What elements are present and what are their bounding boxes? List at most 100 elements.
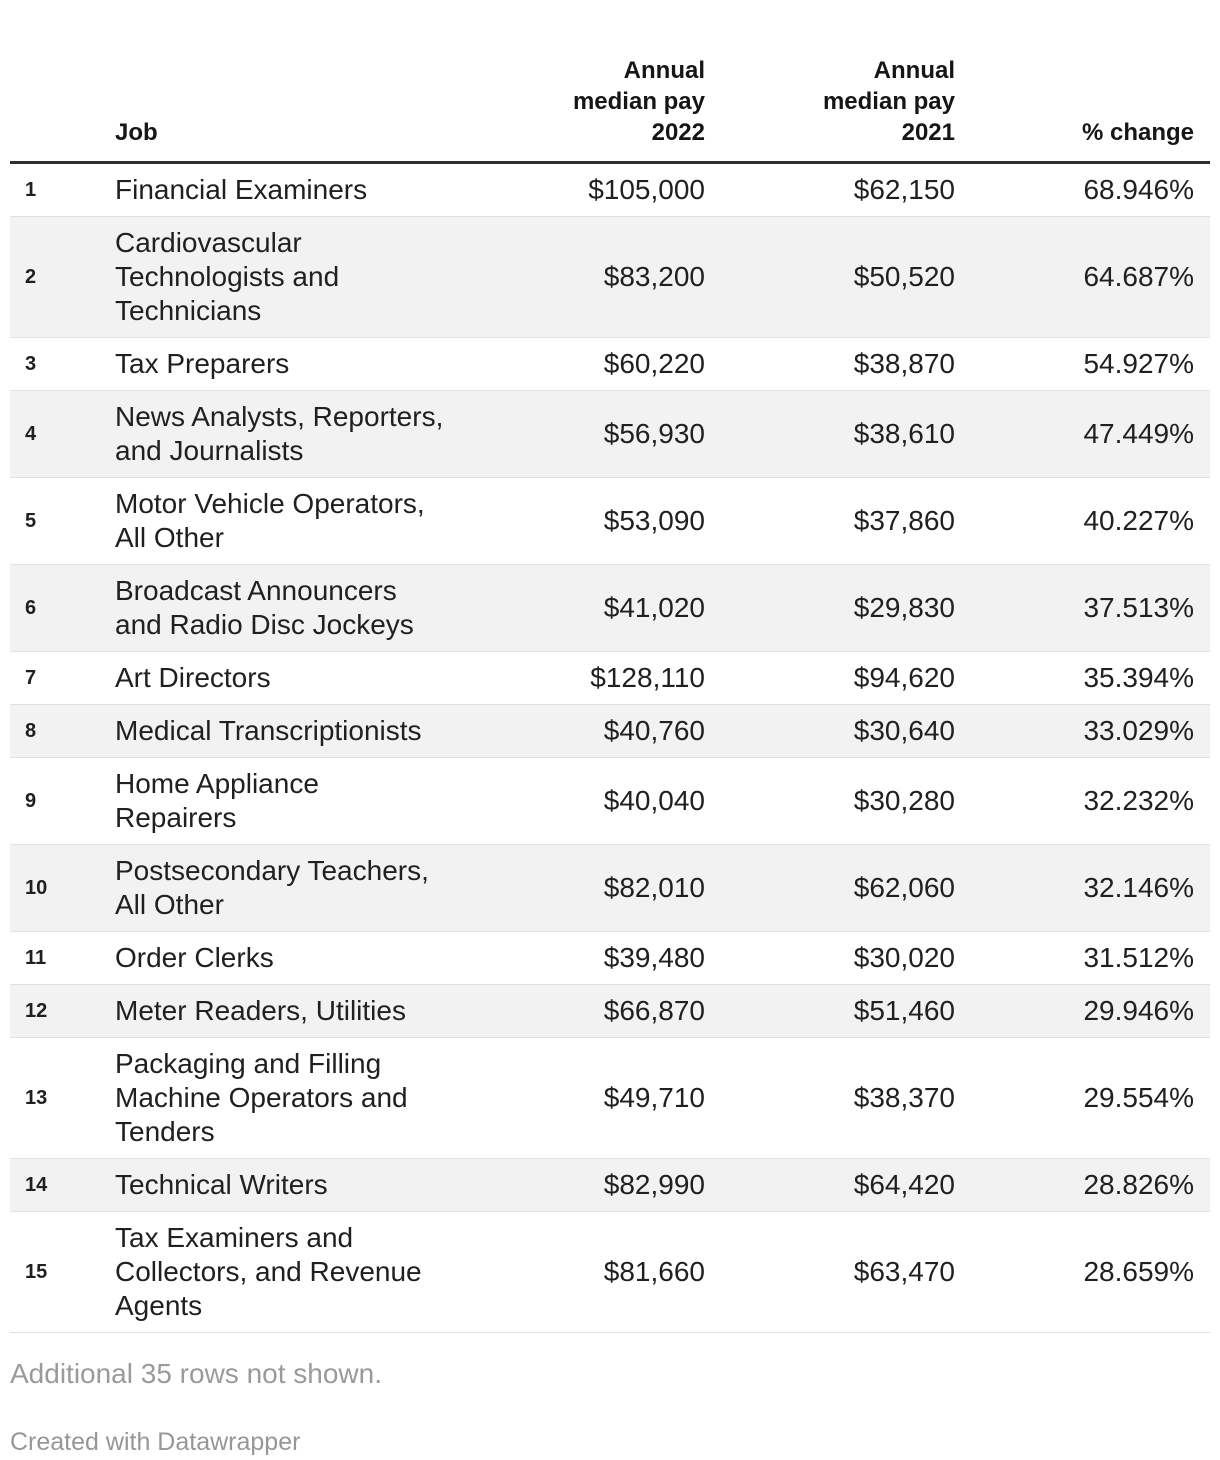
pay-2022-cell: $41,020 <box>480 564 720 652</box>
pay-2022-cell: $105,000 <box>480 162 720 217</box>
pct-change-cell: 47.449% <box>970 390 1210 478</box>
job-cell: Cardiovascular Technologists and Technic… <box>100 216 480 338</box>
job-cell: Technical Writers <box>100 1158 480 1212</box>
column-header-rank <box>10 0 100 164</box>
rank-cell: 13 <box>10 1037 100 1159</box>
job-cell: Order Clerks <box>100 931 480 985</box>
pct-change-cell: 33.029% <box>970 704 1210 758</box>
job-cell: Financial Examiners <box>100 162 480 217</box>
table-row: 5 Motor Vehicle Operators, All Other $53… <box>10 477 1210 565</box>
column-header-pay-2021[interactable]: Annual median pay 2021 <box>720 0 970 164</box>
table-row: 8 Medical Transcriptionists $40,760 $30,… <box>10 704 1210 758</box>
rank-cell: 10 <box>10 844 100 932</box>
pct-change-cell: 29.554% <box>970 1037 1210 1159</box>
table-row: 13 Packaging and Filling Machine Operato… <box>10 1037 1210 1159</box>
pay-2022-cell: $60,220 <box>480 337 720 391</box>
table-row: 9 Home Appliance Repairers $40,040 $30,2… <box>10 757 1210 845</box>
pay-2021-cell: $29,830 <box>720 564 970 652</box>
job-cell: Motor Vehicle Operators, All Other <box>100 477 480 565</box>
table-header: Job Annual median pay 2022 Annual median… <box>10 0 1210 164</box>
rank-cell: 7 <box>10 651 100 705</box>
table-row: 2 Cardiovascular Technologists and Techn… <box>10 216 1210 338</box>
rank-cell: 4 <box>10 390 100 478</box>
pay-2022-cell: $82,990 <box>480 1158 720 1212</box>
job-cell: Home Appliance Repairers <box>100 757 480 845</box>
pay-2021-cell: $94,620 <box>720 651 970 705</box>
pay-2021-cell: $50,520 <box>720 216 970 338</box>
pay-2022-cell: $66,870 <box>480 984 720 1038</box>
table-row: 1 Financial Examiners $105,000 $62,150 6… <box>10 162 1210 217</box>
rank-cell: 11 <box>10 931 100 985</box>
table-row: 6 Broadcast Announcers and Radio Disc Jo… <box>10 564 1210 652</box>
pay-2022-cell: $83,200 <box>480 216 720 338</box>
pay-2021-cell: $30,280 <box>720 757 970 845</box>
rank-cell: 9 <box>10 757 100 845</box>
rank-cell: 14 <box>10 1158 100 1212</box>
pay-2022-cell: $40,040 <box>480 757 720 845</box>
pct-change-cell: 28.826% <box>970 1158 1210 1212</box>
pct-change-cell: 37.513% <box>970 564 1210 652</box>
pay-2021-cell: $30,640 <box>720 704 970 758</box>
pct-change-cell: 40.227% <box>970 477 1210 565</box>
pay-2021-cell: $37,860 <box>720 477 970 565</box>
column-header-pct-change[interactable]: % change <box>970 0 1210 164</box>
pct-change-cell: 31.512% <box>970 931 1210 985</box>
pct-change-cell: 32.232% <box>970 757 1210 845</box>
job-cell: News Analysts, Reporters, and Journalist… <box>100 390 480 478</box>
datawrapper-attribution: Created with Datawrapper <box>10 1428 301 1456</box>
pay-2022-cell: $39,480 <box>480 931 720 985</box>
pct-change-cell: 32.146% <box>970 844 1210 932</box>
job-cell: Tax Examiners and Collectors, and Revenu… <box>100 1211 480 1333</box>
pay-2021-cell: $38,870 <box>720 337 970 391</box>
table-row: 12 Meter Readers, Utilities $66,870 $51,… <box>10 984 1210 1038</box>
job-cell: Packaging and Filling Machine Operators … <box>100 1037 480 1159</box>
pay-2021-cell: $30,020 <box>720 931 970 985</box>
pct-change-cell: 64.687% <box>970 216 1210 338</box>
rank-cell: 2 <box>10 216 100 338</box>
rank-cell: 15 <box>10 1211 100 1333</box>
pay-2022-cell: $81,660 <box>480 1211 720 1333</box>
job-cell: Art Directors <box>100 651 480 705</box>
pay-2021-cell: $51,460 <box>720 984 970 1038</box>
rank-cell: 6 <box>10 564 100 652</box>
pay-2022-cell: $128,110 <box>480 651 720 705</box>
pay-2021-cell: $38,370 <box>720 1037 970 1159</box>
pay-2021-cell: $38,610 <box>720 390 970 478</box>
rank-cell: 3 <box>10 337 100 391</box>
table-header-row: Job Annual median pay 2022 Annual median… <box>10 0 1210 164</box>
job-cell: Meter Readers, Utilities <box>100 984 480 1038</box>
table-row: 4 News Analysts, Reporters, and Journali… <box>10 390 1210 478</box>
pay-2021-cell: $64,420 <box>720 1158 970 1212</box>
rank-cell: 1 <box>10 162 100 217</box>
pct-change-cell: 29.946% <box>970 984 1210 1038</box>
pct-change-cell: 68.946% <box>970 162 1210 217</box>
rank-cell: 8 <box>10 704 100 758</box>
job-cell: Medical Transcriptionists <box>100 704 480 758</box>
table-row: 7 Art Directors $128,110 $94,620 35.394% <box>10 651 1210 705</box>
pay-2022-cell: $56,930 <box>480 390 720 478</box>
pay-2021-cell: $62,060 <box>720 844 970 932</box>
pay-2022-cell: $40,760 <box>480 704 720 758</box>
pay-2021-cell: $63,470 <box>720 1211 970 1333</box>
pay-2022-cell: $49,710 <box>480 1037 720 1159</box>
job-cell: Postsecondary Teachers, All Other <box>100 844 480 932</box>
table-row: 15 Tax Examiners and Collectors, and Rev… <box>10 1211 1210 1333</box>
pct-change-cell: 28.659% <box>970 1211 1210 1333</box>
pct-change-cell: 35.394% <box>970 651 1210 705</box>
pay-2021-cell: $62,150 <box>720 162 970 217</box>
jobs-pay-table: Job Annual median pay 2022 Annual median… <box>10 0 1210 1333</box>
table-row: 14 Technical Writers $82,990 $64,420 28.… <box>10 1158 1210 1212</box>
table-row: 3 Tax Preparers $60,220 $38,870 54.927% <box>10 337 1210 391</box>
column-header-job[interactable]: Job <box>100 0 480 164</box>
pay-2022-cell: $53,090 <box>480 477 720 565</box>
rows-not-shown-note: Additional 35 rows not shown. <box>10 1358 382 1389</box>
rank-cell: 12 <box>10 984 100 1038</box>
rank-cell: 5 <box>10 477 100 565</box>
job-cell: Broadcast Announcers and Radio Disc Jock… <box>100 564 480 652</box>
table-row: 10 Postsecondary Teachers, All Other $82… <box>10 844 1210 932</box>
job-cell: Tax Preparers <box>100 337 480 391</box>
pay-2022-cell: $82,010 <box>480 844 720 932</box>
column-header-pay-2022[interactable]: Annual median pay 2022 <box>480 0 720 164</box>
table-row: 11 Order Clerks $39,480 $30,020 31.512% <box>10 931 1210 985</box>
